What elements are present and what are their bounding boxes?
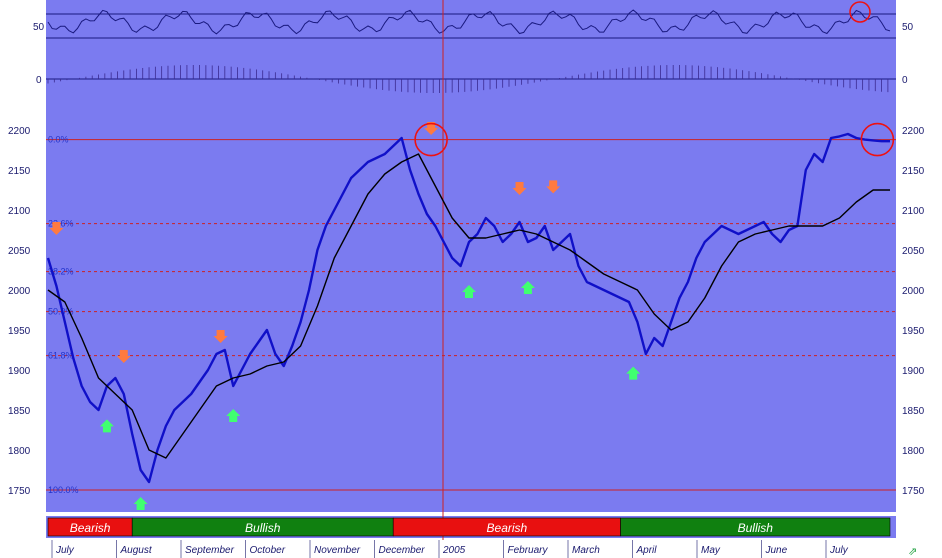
price-y-tick-right: 2100	[902, 206, 925, 217]
price-y-tick-right: 1900	[902, 366, 925, 377]
price-y-tick-left: 1900	[8, 366, 31, 377]
momentum-y-tick-right: 0	[902, 75, 908, 86]
price-y-tick-right: 1950	[902, 326, 925, 337]
price-y-tick-right: 1750	[902, 486, 925, 497]
price-y-tick-right: 2000	[902, 286, 925, 297]
down-arrow-icon	[213, 330, 228, 343]
up-arrow-icon	[626, 366, 641, 380]
price-line	[46, 132, 890, 484]
down-arrow-icon	[116, 350, 131, 363]
regime-bars: Bearish Bullish Bearish Bullish	[47, 517, 891, 537]
month-labels: July August September October November Decemb…	[51, 540, 849, 558]
month-label: 2005	[442, 545, 466, 556]
month-label: November	[314, 545, 361, 556]
highlight-circle	[860, 122, 895, 157]
month-label: July	[55, 545, 75, 556]
month-label: April	[636, 545, 658, 556]
price-y-tick-right: 2150	[902, 166, 925, 177]
price-y-tick-right: 2200	[902, 126, 925, 137]
price-y-tick-left: 1750	[8, 486, 31, 497]
fib-label: 0.0%	[48, 135, 69, 145]
highlight-circle	[414, 122, 448, 157]
regime-label: Bullish	[245, 521, 281, 535]
price-y-tick-left: 2200	[8, 126, 31, 137]
month-label: September	[185, 545, 235, 556]
month-label: October	[250, 545, 286, 556]
month-label: June	[765, 545, 788, 556]
regime-label: Bearish	[70, 521, 111, 535]
down-arrow-icon	[546, 180, 561, 194]
price-y-tick-left: 1800	[8, 446, 31, 457]
momentum-y-tick-left: 0	[36, 75, 42, 86]
price-series	[46, 132, 890, 484]
regime-bar	[620, 517, 891, 537]
fib-label: 100.0%	[48, 485, 79, 495]
indicator-line	[47, 9, 891, 35]
up-arrow-icon	[133, 497, 148, 510]
up-arrow-icon	[520, 281, 535, 294]
month-label: May	[701, 545, 721, 556]
signal-markers	[49, 122, 895, 510]
price-y-tick-left: 1950	[8, 326, 31, 337]
down-arrow-icon	[49, 222, 64, 235]
up-arrow-icon	[226, 409, 241, 422]
indicator-panel	[46, 0, 896, 82]
fib-label: 38.2%	[48, 267, 74, 277]
fib-lines: 0.0% 23.6% 38.2% 50.0% 61.8% 100.0%	[46, 135, 896, 495]
down-arrow-icon	[424, 122, 439, 135]
indicator-y-tick-right: 50	[902, 22, 914, 33]
price-y-tick-left: 2100	[8, 206, 31, 217]
month-axis	[46, 540, 896, 558]
up-arrow-icon	[99, 419, 114, 433]
indicator-y-tick-left: 50	[33, 22, 45, 33]
indicator-circle	[849, 1, 871, 23]
month-label: July	[829, 545, 849, 556]
month-label: February	[508, 545, 549, 556]
moving-average-line	[47, 153, 890, 459]
regime-label: Bearish	[487, 521, 528, 535]
fib-label: 50.0%	[48, 307, 74, 317]
indicator-lines	[46, 9, 896, 93]
price-y-tick-right: 2050	[902, 246, 925, 257]
fib-label: 61.8%	[48, 351, 74, 361]
price-y-ticks: 1750 1750 1800 1800 1850 1850 1900 1900 1950 1950…	[8, 126, 925, 497]
price-y-tick-left: 2050	[8, 246, 31, 257]
regime-label: Bullish	[738, 521, 774, 535]
month-label: December	[379, 545, 426, 556]
price-y-tick-left: 2150	[8, 166, 31, 177]
momentum-histogram	[47, 65, 889, 93]
price-y-tick-right: 1800	[902, 446, 925, 457]
price-y-tick-left: 2000	[8, 286, 31, 297]
month-label: March	[572, 545, 600, 556]
month-label: August	[120, 545, 153, 556]
down-arrow-icon	[512, 182, 527, 195]
price-y-tick-right: 1850	[902, 406, 925, 417]
price-y-tick-left: 1850	[8, 406, 31, 417]
corner-icon: ⇗	[908, 545, 917, 558]
fib-label: 23.6%	[48, 219, 74, 229]
up-arrow-icon	[462, 285, 476, 298]
